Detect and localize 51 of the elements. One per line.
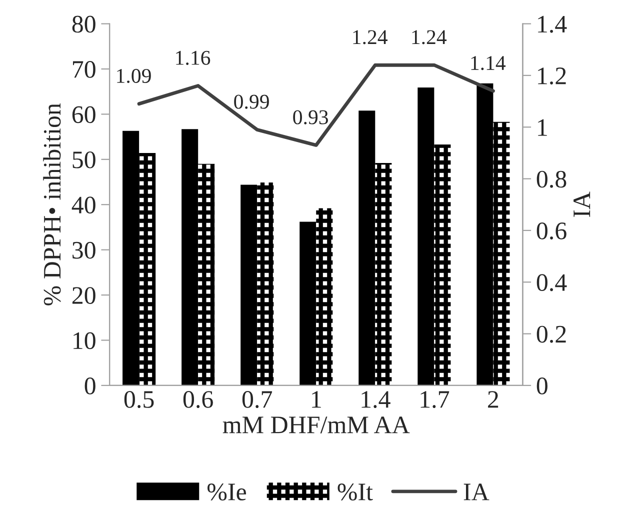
x-tick-label: 1 [312, 391, 321, 408]
y-tick-label: 10 [74, 332, 96, 350]
x-tick-label: 2 [488, 391, 498, 408]
y-tick-label: 40 [72, 196, 96, 214]
bar [316, 208, 333, 386]
y-tick-label: 50 [72, 151, 96, 168]
x-tick-label: 0.5 [124, 391, 154, 408]
x-tick-label: 1.4 [362, 391, 390, 408]
y-tick-label: 20 [72, 287, 96, 304]
bar [122, 130, 140, 386]
y2-tick-label: 0.4 [536, 274, 567, 292]
y-tick-label: 60 [72, 106, 96, 124]
bar [434, 144, 451, 386]
data-label: 0.99 [234, 94, 269, 109]
y-tick-label: 30 [72, 242, 96, 259]
bar [182, 129, 198, 386]
bar [139, 153, 156, 386]
bar [358, 110, 376, 386]
data-label: 1.16 [176, 50, 210, 65]
data-label: 1.24 [412, 30, 447, 44]
x-tick-label: 0.6 [183, 391, 213, 408]
bar [476, 83, 494, 386]
bar [493, 122, 510, 386]
y2-tick-label: 0 [536, 377, 548, 394]
legend-label: IA [464, 484, 490, 500]
y2-tick-label: 1.4 [538, 16, 567, 33]
y-axis-title: % DPPH• inhibition [43, 103, 61, 306]
y2-tick-label: 0.6 [536, 222, 566, 240]
bar [257, 182, 274, 386]
y-tick-label: 70 [73, 61, 96, 78]
data-label: 0.93 [293, 110, 328, 124]
data-label: 1.24 [353, 30, 388, 44]
bar [375, 163, 392, 386]
data-label: 1.14 [471, 56, 506, 70]
x-tick-label: 1.7 [420, 391, 450, 408]
bar [300, 222, 316, 386]
y-tick-label: 0 [84, 377, 96, 394]
legend-label: %It [338, 484, 373, 501]
y-tick-label: 80 [72, 16, 96, 33]
y2-axis-title: IA [574, 192, 590, 217]
x-tick-label: 0.7 [242, 391, 272, 408]
y2-tick-label: 1 [538, 119, 547, 136]
x-axis-title: mM DHF/mM AA [222, 416, 410, 434]
legend-label: %Ie [207, 484, 246, 501]
bar [418, 88, 434, 386]
data-label: 1.09 [117, 68, 151, 84]
y2-tick-label: 0.8 [536, 170, 566, 188]
bar [240, 184, 258, 386]
bar [198, 164, 215, 386]
y2-tick-label: 0.2 [536, 326, 566, 343]
y2-tick-label: 1.2 [538, 68, 566, 84]
